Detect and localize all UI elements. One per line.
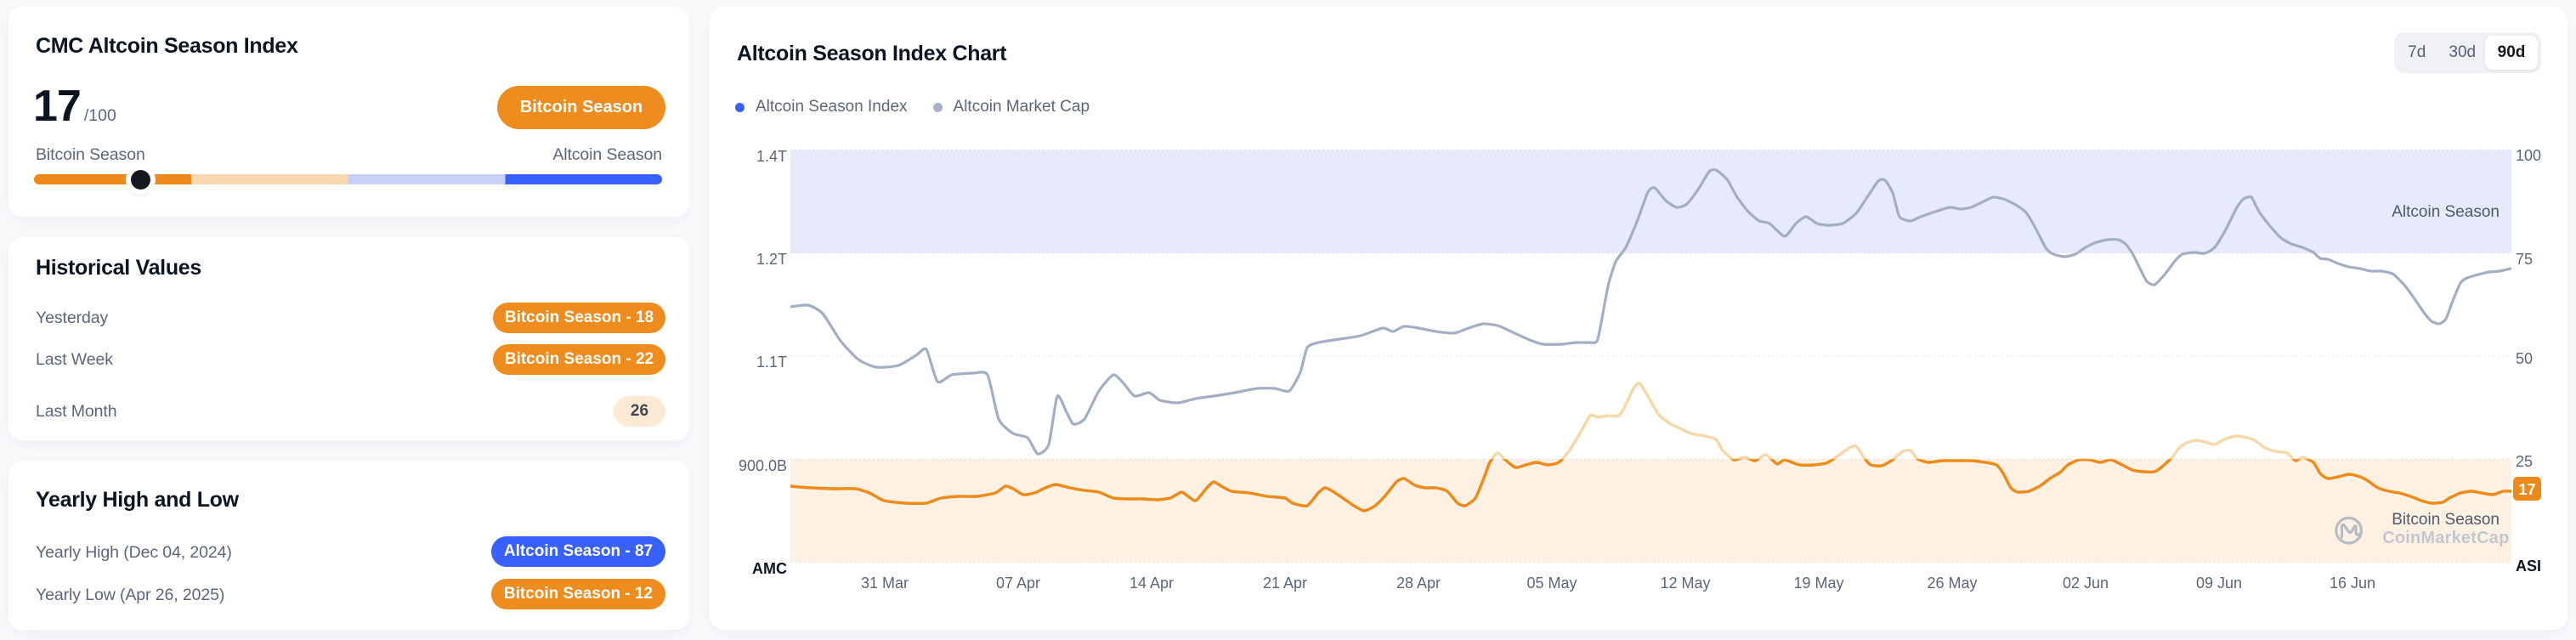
svg-text:100: 100 — [2516, 147, 2541, 164]
svg-text:Bitcoin Season: Bitcoin Season — [2392, 511, 2500, 529]
svg-text:31 Mar: 31 Mar — [861, 575, 909, 592]
svg-text:1.2T: 1.2T — [756, 251, 787, 268]
svg-text:75: 75 — [2516, 251, 2533, 268]
svg-text:1.1T: 1.1T — [756, 354, 787, 371]
svg-text:25: 25 — [2516, 453, 2533, 470]
svg-text:14 Apr: 14 Apr — [1129, 575, 1174, 592]
svg-text:02 Jun: 02 Jun — [2063, 575, 2109, 592]
svg-text:ASI: ASI — [2516, 558, 2541, 575]
svg-text:05 May: 05 May — [1526, 575, 1577, 592]
svg-text:50: 50 — [2516, 350, 2533, 367]
svg-text:900.0B: 900.0B — [739, 457, 787, 474]
svg-text:AMC: AMC — [752, 560, 787, 577]
svg-text:26 May: 26 May — [1927, 575, 1977, 592]
svg-text:17: 17 — [2518, 481, 2535, 498]
svg-text:16 Jun: 16 Jun — [2330, 575, 2375, 592]
svg-text:21 Apr: 21 Apr — [1263, 575, 1307, 592]
svg-text:19 May: 19 May — [1793, 575, 1843, 592]
svg-text:09 Jun: 09 Jun — [2196, 575, 2242, 592]
svg-text:12 May: 12 May — [1660, 575, 1710, 592]
svg-text:Altcoin Season: Altcoin Season — [2392, 203, 2500, 221]
svg-text:CoinMarketCap: CoinMarketCap — [2382, 529, 2509, 547]
svg-text:28 Apr: 28 Apr — [1396, 575, 1441, 592]
svg-text:1.4T: 1.4T — [756, 148, 787, 165]
svg-text:07 Apr: 07 Apr — [996, 575, 1040, 592]
